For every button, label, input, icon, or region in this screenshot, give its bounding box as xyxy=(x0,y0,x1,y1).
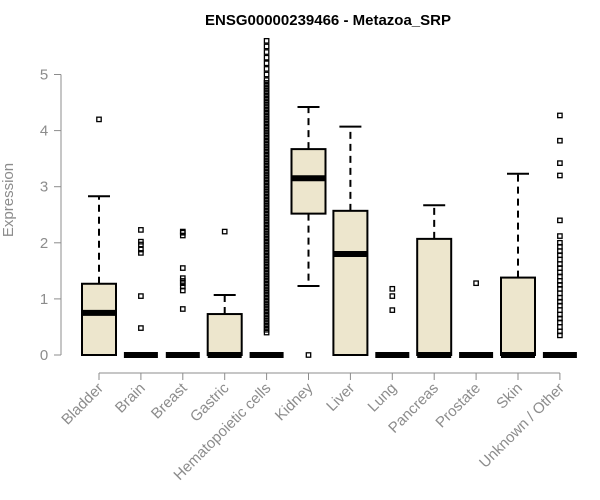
iqr-box xyxy=(81,282,117,356)
outlier-point xyxy=(138,250,144,256)
iqr-box xyxy=(332,209,369,356)
outlier-point xyxy=(263,66,270,72)
outlier-point xyxy=(179,283,186,290)
x-tick-label: Liver xyxy=(323,380,358,415)
y-tick-label: 1 xyxy=(40,291,48,308)
outlier-point xyxy=(263,54,270,61)
outlier-point xyxy=(557,112,563,119)
outlier-point xyxy=(557,307,563,313)
box-lung xyxy=(375,285,410,358)
outlier-point xyxy=(138,238,144,245)
box-bladder xyxy=(81,116,117,356)
outlier-point xyxy=(263,60,270,67)
chart-title: ENSG00000239466 - Metazoa_SRP xyxy=(205,12,451,29)
x-tick-label: Breast xyxy=(148,379,191,422)
outlier-point xyxy=(389,307,396,313)
outlier-point xyxy=(179,275,186,281)
y-tick-label: 5 xyxy=(40,67,48,84)
boxes-group xyxy=(81,37,577,358)
y-tick-label: 4 xyxy=(40,123,48,140)
iqr-box xyxy=(290,148,327,215)
box-pancreas xyxy=(416,204,453,358)
outlier-point xyxy=(138,325,144,331)
iqr-box xyxy=(206,313,243,356)
x-tick-label: Kidney xyxy=(272,379,317,424)
x-tick-label: Brain xyxy=(112,380,149,417)
outlier-point xyxy=(138,227,144,233)
x-tick-label: Prostate xyxy=(432,380,484,432)
outlier-point xyxy=(263,43,270,50)
y-axis: 0 1 2 3 4 5 xyxy=(40,67,62,364)
box-breast xyxy=(165,228,200,358)
outlier-point xyxy=(263,49,270,55)
y-tick-label: 0 xyxy=(40,347,48,364)
box-liver xyxy=(332,125,369,356)
outlier-point xyxy=(557,233,563,239)
outlier-point xyxy=(305,352,312,358)
outlier-point xyxy=(179,306,186,312)
y-axis-label: Expression xyxy=(0,163,17,237)
y-tick-label: 3 xyxy=(40,179,48,196)
iqr-box xyxy=(416,237,453,356)
box-hematopoietic-cells xyxy=(249,37,284,358)
box-unknown-other xyxy=(542,112,577,358)
x-tick-label: Lung xyxy=(365,380,401,416)
outlier-point xyxy=(557,324,563,330)
outlier-point xyxy=(96,116,102,123)
iqr-box xyxy=(500,276,536,356)
outlier-point xyxy=(557,290,563,297)
outlier-point xyxy=(557,239,563,246)
outlier-point xyxy=(179,265,186,271)
outlier-point xyxy=(263,37,270,44)
outlier-point xyxy=(263,77,270,83)
outlier-point xyxy=(557,160,563,166)
outlier-point xyxy=(221,228,228,235)
box-prostate xyxy=(459,280,494,358)
outlier-point xyxy=(557,137,563,144)
outlier-point xyxy=(557,172,563,179)
box-brain xyxy=(123,227,158,358)
x-tick-label: Skin xyxy=(493,380,526,413)
outlier-point xyxy=(138,293,144,299)
outlier-point xyxy=(473,280,479,287)
y-tick-label: 2 xyxy=(40,235,48,252)
outlier-point xyxy=(557,256,563,263)
box-skin xyxy=(500,172,536,358)
box-kidney xyxy=(290,106,327,358)
outlier-point xyxy=(389,293,396,299)
box-gastric xyxy=(206,228,243,358)
outlier-point xyxy=(389,285,396,292)
outlier-point xyxy=(263,71,270,78)
outlier-point xyxy=(557,217,563,224)
x-tick-label: Bladder xyxy=(58,380,107,429)
outlier-point xyxy=(179,228,186,235)
